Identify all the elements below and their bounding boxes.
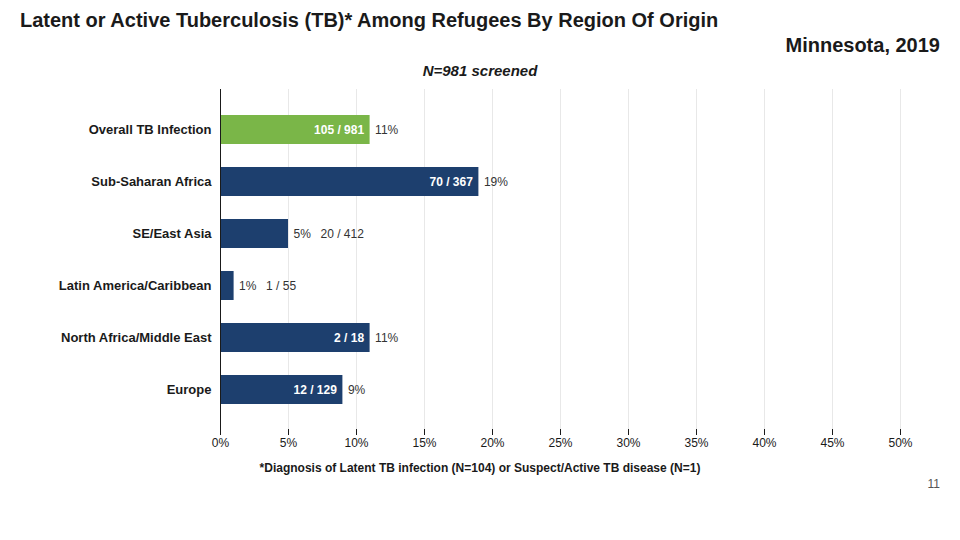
svg-text:1 / 55: 1 / 55 — [266, 279, 296, 293]
html-text:Minnesota, 2019: Minnesota, 2019 — [785, 34, 940, 56]
svg-text:45%: 45% — [820, 436, 844, 450]
svg-text:SE/East Asia: SE/East Asia — [132, 226, 212, 241]
svg-text:50%: 50% — [888, 436, 912, 450]
svg-text:Overall TB Infection: Overall TB Infection — [89, 122, 212, 137]
html-text:Latent or Active Tuberculosis: Latent or Active Tuberculosis (TB)* Amon… — [20, 9, 719, 31]
svg-text:11%: 11% — [375, 331, 398, 345]
svg-text:70 / 367: 70 / 367 — [430, 175, 474, 189]
svg-text:5%: 5% — [294, 227, 312, 241]
svg-text:10%: 10% — [344, 436, 368, 450]
svg-text:9%: 9% — [348, 383, 366, 397]
svg-text:11%: 11% — [375, 123, 398, 137]
svg-text:30%: 30% — [616, 436, 640, 450]
svg-text:Latin America/Caribbean: Latin America/Caribbean — [59, 278, 212, 293]
svg-text:105 / 981: 105 / 981 — [314, 123, 364, 137]
html-text:11: 11 — [927, 477, 940, 491]
svg-text:1%: 1% — [239, 279, 257, 293]
html-text:N=981 screened: N=981 screened — [422, 62, 538, 79]
svg-text:40%: 40% — [752, 436, 776, 450]
svg-text:19%: 19% — [484, 175, 508, 189]
svg-text:Europe: Europe — [167, 382, 212, 397]
svg-text:20 / 412: 20 / 412 — [321, 227, 365, 241]
svg-text:5%: 5% — [280, 436, 298, 450]
svg-text:0%: 0% — [212, 436, 230, 450]
svg-text:Sub-Saharan Africa: Sub-Saharan Africa — [91, 174, 212, 189]
svg-text:20%: 20% — [480, 436, 504, 450]
svg-text:North Africa/Middle East: North Africa/Middle East — [61, 330, 212, 345]
svg-text:15%: 15% — [412, 436, 436, 450]
svg-text:25%: 25% — [548, 436, 572, 450]
html-text:*Diagnosis of Latent TB infect: *Diagnosis of Latent TB infection (N=104… — [259, 461, 701, 475]
svg-text:12 / 129: 12 / 129 — [294, 383, 338, 397]
svg-text:35%: 35% — [684, 436, 708, 450]
svg-text:2 / 18: 2 / 18 — [334, 331, 364, 345]
